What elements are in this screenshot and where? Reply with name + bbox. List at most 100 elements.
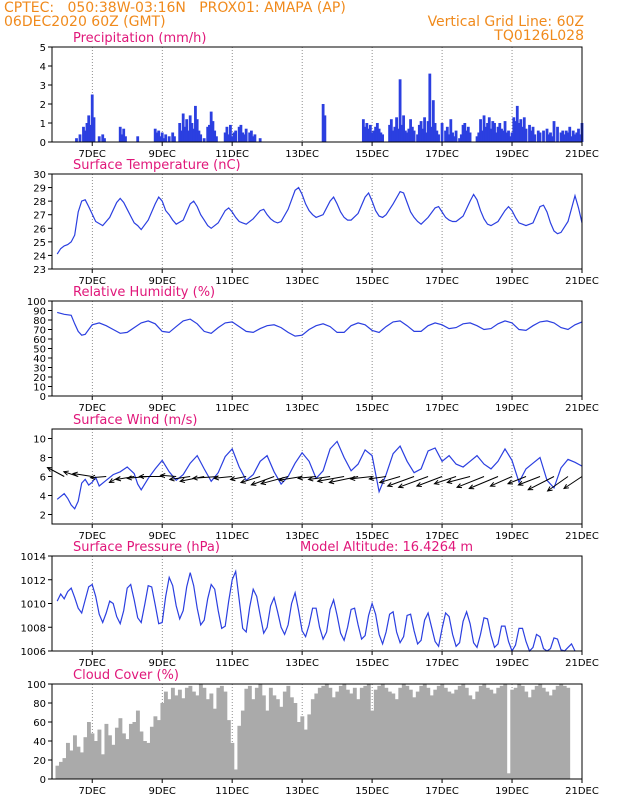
wind-vector (490, 476, 513, 487)
y-tick-label: 80 (33, 699, 46, 710)
precip-bar (202, 138, 206, 142)
precip-bar (477, 132, 481, 142)
x-tick-label: 13DEC (285, 531, 319, 542)
cloud-bar (233, 769, 238, 779)
temp-line (56, 186, 583, 255)
wind-vector (308, 476, 331, 480)
precip-bar (564, 130, 568, 142)
wind-vector (387, 476, 415, 487)
y-tick-label: 20 (33, 373, 46, 384)
rh-line (57, 311, 583, 337)
precip-bar (167, 136, 171, 142)
wind-arrowhead (397, 483, 404, 489)
x-tick-label: 11DEC (215, 658, 249, 669)
precip-bar (409, 119, 412, 142)
rh-title: Relative Humidity (%) (73, 285, 215, 300)
x-tick-label: 13DEC (285, 403, 319, 414)
y-tick-label: 10 (33, 435, 46, 446)
y-tick-label: 20 (33, 756, 46, 767)
x-tick-label: 9DEC (149, 786, 176, 797)
cloud-bar (384, 687, 389, 779)
y-tick-label: 5 (40, 43, 46, 54)
cloud-bar (506, 773, 511, 779)
wind-vector (47, 467, 65, 477)
cloud-bar (450, 693, 455, 779)
wind-vector (298, 476, 317, 479)
cloud-bar (275, 699, 280, 779)
cloud-bar (114, 727, 119, 779)
wind-vector (447, 476, 471, 483)
precip-bar (227, 134, 231, 142)
precip-bar (489, 128, 493, 142)
cloud-bar (552, 689, 557, 779)
precip-bar (424, 132, 428, 142)
cloud-bar (520, 685, 525, 779)
wind-vector (434, 476, 457, 485)
wind-arrowhead (328, 479, 335, 485)
x-tick-label: 19DEC (495, 403, 529, 414)
cloud-bar (475, 691, 480, 779)
precip-bar (575, 132, 579, 142)
cloud-bar (419, 685, 424, 779)
precip-bar (103, 138, 106, 142)
wind-arrowhead (138, 473, 145, 480)
precip-bar (363, 126, 367, 142)
cloud-bar (562, 685, 567, 779)
precip-bar (87, 115, 91, 142)
precip-bar (482, 115, 486, 142)
precip-bar (118, 126, 122, 142)
wind-vector (456, 476, 485, 488)
cloud-bar (135, 710, 140, 779)
wind-arrowhead (239, 478, 246, 484)
cloud-bar (279, 706, 284, 779)
y-tick-label: 40 (33, 354, 46, 365)
cloud-bar (230, 742, 235, 779)
cloud-bar (471, 699, 476, 779)
cloud-bar (398, 687, 403, 779)
x-tick-label: 11DEC (215, 403, 249, 414)
y-tick-label: 0 (40, 138, 46, 149)
wind-arrowhead (316, 477, 323, 484)
precip-bar (552, 121, 556, 142)
x-tick-label: 9DEC (149, 276, 176, 287)
y-tick-label: 2 (40, 511, 46, 522)
cloud-bar (216, 687, 221, 779)
precip-bar (410, 126, 414, 142)
wind-vector (527, 476, 555, 491)
y-tick-label: 30 (33, 364, 46, 375)
cloud-bar (125, 739, 130, 779)
y-tick-label: 4 (40, 62, 46, 73)
precip-bar (97, 136, 101, 142)
wind-vector (379, 476, 401, 483)
precip-bar (426, 121, 430, 142)
x-tick-label: 17DEC (425, 403, 459, 414)
cloud-bar (457, 685, 462, 779)
precip-bar (480, 130, 484, 142)
precip-bar (398, 79, 402, 142)
precip-bar (391, 130, 395, 142)
cloud-bar (268, 687, 273, 779)
cloud-bar (482, 684, 487, 779)
precip-bar (323, 115, 327, 142)
x-tick-label: 13DEC (285, 786, 319, 797)
precip-bar (239, 124, 243, 142)
wind-arrowhead (168, 476, 175, 482)
precip-bar (90, 94, 94, 142)
precip-bar (370, 132, 374, 142)
cloud-bar (527, 697, 532, 779)
precip-bar (223, 132, 227, 142)
precip-bar (515, 105, 519, 142)
precip-bar (496, 126, 500, 142)
x-tick-label: 9DEC (149, 531, 176, 542)
precip-bar (435, 130, 439, 142)
precip-bar (367, 128, 371, 142)
precip-bar (433, 123, 437, 142)
cloud-bar (440, 684, 445, 779)
cloud-bar (128, 723, 133, 779)
temp-frame (51, 173, 583, 270)
cloud-bar (503, 684, 508, 779)
precip-bar (566, 132, 570, 142)
precip-bar (190, 123, 194, 142)
wind-vector (72, 473, 93, 477)
cloud-bar (328, 687, 333, 779)
